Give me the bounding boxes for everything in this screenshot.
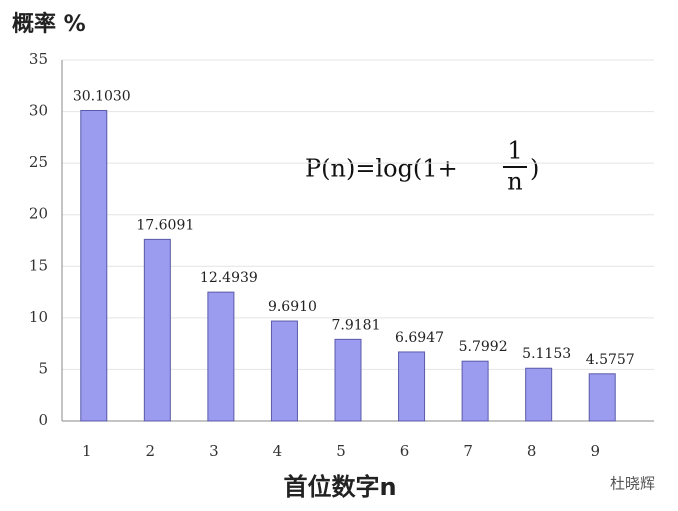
- x-tick-label: 4: [273, 442, 283, 460]
- x-tick-label: 5: [336, 442, 346, 460]
- value-label: 9.6910: [268, 299, 317, 315]
- watermark: 杜晓辉: [610, 475, 655, 493]
- x-tick-label: 3: [209, 442, 219, 460]
- formula-right: ): [530, 155, 539, 183]
- value-label: 5.1153: [522, 346, 571, 362]
- formula: P(n)=log(1+ 1 n ): [305, 137, 539, 196]
- bar: [80, 110, 108, 422]
- x-axis-label: 首位数字n: [283, 473, 396, 501]
- y-tick-label: 5: [38, 359, 48, 377]
- formula-denominator: n: [507, 168, 522, 196]
- y-tick-label: 15: [29, 256, 48, 274]
- y-tick-label: 35: [29, 50, 48, 68]
- y-tick-label: 30: [29, 102, 48, 120]
- y-tick-label: 10: [29, 308, 48, 326]
- y-tick-label: 0: [38, 411, 48, 429]
- bar: [398, 351, 426, 422]
- bar: [143, 238, 171, 422]
- x-tick-label: 7: [463, 442, 473, 460]
- bar: [588, 373, 616, 422]
- bar: [207, 291, 235, 422]
- value-label: 12.4939: [200, 270, 258, 286]
- x-tick-label: 9: [590, 442, 600, 460]
- y-axis-label: 概率 %: [12, 11, 86, 37]
- value-label: 7.9181: [332, 317, 381, 333]
- bar: [461, 360, 489, 422]
- x-tick-label: 1: [82, 442, 92, 460]
- bar: [270, 320, 298, 422]
- value-label: 4.5757: [586, 352, 635, 368]
- x-tick-label: 8: [527, 442, 537, 460]
- x-tick-label: 2: [146, 442, 156, 460]
- y-tick-label: 25: [29, 153, 48, 171]
- value-label: 17.6091: [136, 217, 194, 233]
- formula-left: P(n)=log(1+: [305, 155, 458, 183]
- bar: [334, 338, 362, 422]
- bar: [525, 367, 553, 422]
- value-label: 5.7992: [459, 339, 508, 355]
- y-tick-label: 20: [29, 205, 48, 223]
- formula-numerator: 1: [507, 137, 522, 165]
- x-tick-label: 6: [400, 442, 410, 460]
- value-label: 6.6947: [395, 330, 444, 346]
- value-label: 30.1030: [73, 89, 131, 105]
